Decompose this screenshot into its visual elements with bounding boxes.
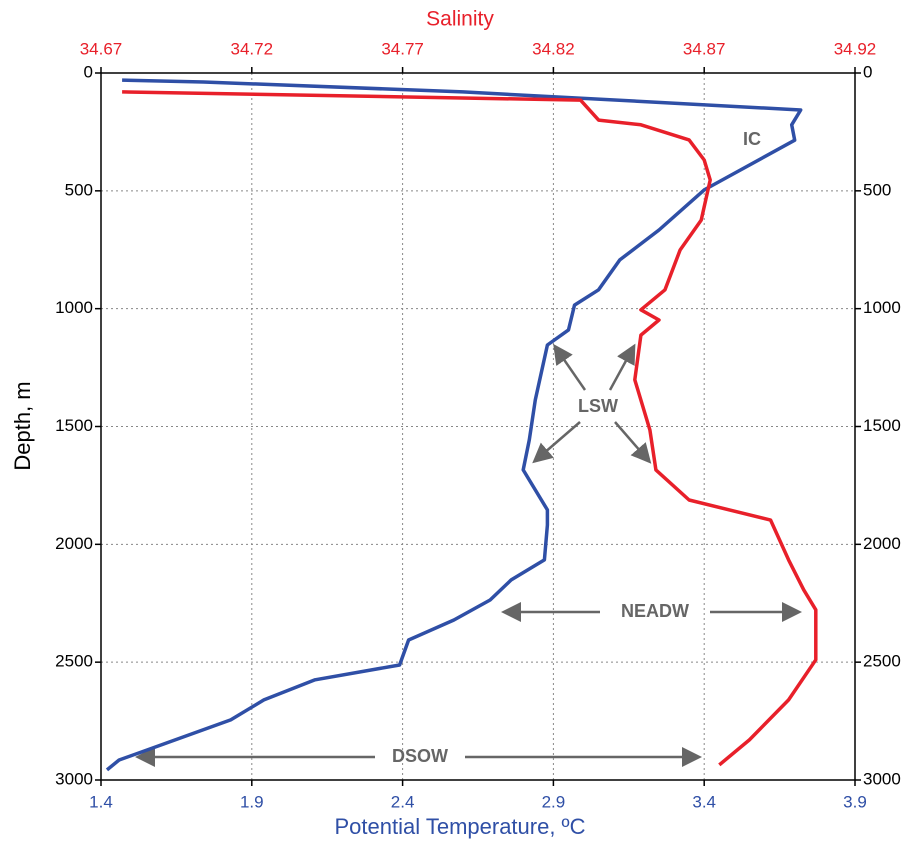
x-axis-title: Potential Temperature, ºC <box>335 814 586 839</box>
x-tick-label: 1.9 <box>240 792 264 811</box>
x-tick-label: 3.4 <box>692 792 716 811</box>
y2-tick-label: 1000 <box>863 298 901 317</box>
x-tick-label: 2.9 <box>542 792 566 811</box>
x2-tick-label: 34.77 <box>381 39 424 58</box>
y-axis-title: Depth, m <box>10 381 35 470</box>
profile-line <box>105 78 803 772</box>
x2-tick-label: 34.72 <box>231 39 274 58</box>
y-tick-label: 3000 <box>55 769 93 788</box>
y-tick-label: 1500 <box>55 416 93 435</box>
x2-axis-title: Salinity <box>426 8 494 31</box>
x2-tick-label: 34.87 <box>683 39 726 58</box>
x2-tick-label: 34.67 <box>80 39 123 58</box>
y-tick-label: 2000 <box>55 534 93 553</box>
profile-line <box>122 90 818 767</box>
y2-tick-label: 1500 <box>863 416 901 435</box>
x-tick-label: 2.4 <box>391 792 415 811</box>
y2-tick-label: 0 <box>863 62 872 81</box>
y-tick-label: 2500 <box>55 652 93 671</box>
y-tick-label: 500 <box>65 180 93 199</box>
y2-tick-label: 2000 <box>863 534 901 553</box>
x-tick-label: 1.4 <box>89 792 113 811</box>
y-tick-label: 1000 <box>55 298 93 317</box>
annotation: DSOW <box>392 746 448 766</box>
x2-tick-label: 34.82 <box>532 39 575 58</box>
y2-tick-label: 2500 <box>863 652 901 671</box>
x2-tick-label: 34.92 <box>834 39 877 58</box>
annotation: LSW <box>578 396 618 416</box>
y-tick-label: 0 <box>84 62 93 81</box>
x-tick-label: 3.9 <box>843 792 867 811</box>
y2-tick-label: 3000 <box>863 769 901 788</box>
annotation: IC <box>743 129 761 149</box>
arrows <box>135 343 802 767</box>
annotation: NEADW <box>621 601 689 621</box>
y2-tick-label: 500 <box>863 180 891 199</box>
